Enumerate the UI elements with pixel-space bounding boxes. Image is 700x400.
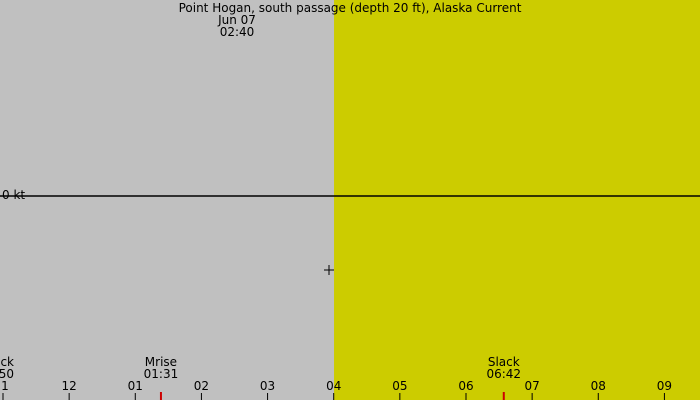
peak-time-label: 02:40 [220, 25, 255, 39]
hour-tick-label: 04 [326, 379, 341, 393]
hour-tick-label: .1 [0, 379, 9, 393]
hour-tick-label: 07 [524, 379, 539, 393]
chart-title: Point Hogan, south passage (depth 20 ft)… [179, 1, 522, 15]
hour-tick-label: 05 [392, 379, 407, 393]
daylight-background [334, 0, 700, 400]
hour-tick-label: 06 [458, 379, 473, 393]
event-name-label: ack [0, 355, 14, 369]
event-name-label: Slack [488, 355, 520, 369]
event-name-label: Mrise [145, 355, 177, 369]
hour-tick-label: 03 [260, 379, 275, 393]
hour-tick-label: 01 [128, 379, 143, 393]
night-background [0, 0, 335, 400]
zero-knot-label: 0 kt [2, 188, 25, 202]
hour-tick-label: 02 [194, 379, 209, 393]
hour-ticks: .112010203040506070809101112010203040506… [0, 379, 672, 400]
event-time-label: 06:42 [486, 367, 521, 381]
event-time-label: 01:31 [144, 367, 179, 381]
event-labels: ack50Mrise01:31Slack06:42Mset11:58Slack1… [0, 355, 521, 400]
peak-date-label: Jun 07 [217, 13, 256, 27]
event-time-label: 50 [0, 367, 14, 381]
hour-tick-label: 08 [591, 379, 606, 393]
hour-tick-label: 12 [62, 379, 77, 393]
hour-tick-label: 09 [657, 379, 672, 393]
cursor-crosshair [324, 265, 334, 275]
